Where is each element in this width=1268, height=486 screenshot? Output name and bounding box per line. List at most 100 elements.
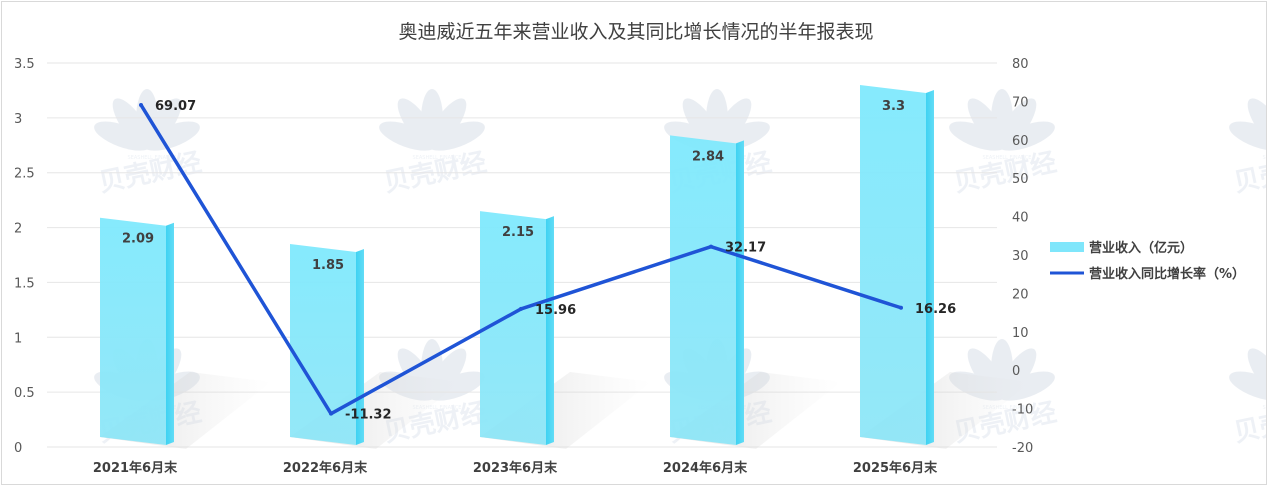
growth-value-label: 69.07 bbox=[155, 99, 196, 114]
growth-point bbox=[709, 244, 713, 249]
revenue-bars bbox=[100, 84, 934, 445]
revenue-bar bbox=[100, 217, 174, 445]
x-tick-label: 2022年6月末 bbox=[283, 460, 368, 476]
watermark-shell-icon bbox=[112, 98, 152, 150]
watermark-subtext: SEASHELL FINANCE bbox=[983, 405, 1032, 411]
right-tick-label: 50 bbox=[1012, 172, 1029, 187]
left-tick-label: 2 bbox=[14, 222, 22, 237]
legend: 营业收入（亿元） 营业收入同比增长率（%） bbox=[1050, 240, 1245, 282]
right-tick-label: 70 bbox=[1012, 95, 1029, 110]
left-tick-label: 0 bbox=[14, 441, 22, 456]
watermark-shell-icon bbox=[997, 121, 1055, 151]
revenue-value-label: 3.3 bbox=[882, 99, 905, 114]
revenue-value-label: 2.09 bbox=[122, 232, 154, 247]
legend-label-growth: 营业收入同比增长率（%） bbox=[1089, 266, 1245, 282]
left-tick-label: 2.5 bbox=[14, 167, 35, 182]
revenue-bar-side bbox=[736, 140, 744, 445]
revenue-labels: 2.09 1.85 2.15 2.84 3.3 bbox=[122, 99, 905, 273]
revenue-bar-side bbox=[546, 216, 554, 445]
watermark-subtext: SEASHELL FINANCE bbox=[983, 155, 1032, 161]
watermark-shell-icon bbox=[427, 121, 485, 151]
right-tick-label: 80 bbox=[1012, 57, 1029, 72]
legend-item-growth: 营业收入同比增长率（%） bbox=[1050, 266, 1245, 282]
watermark-text: 贝壳财经 bbox=[1231, 397, 1266, 449]
watermark-shell-icon bbox=[682, 98, 722, 150]
watermark-subtext: SEASHELL FINANCE bbox=[128, 155, 177, 161]
revenue-bar bbox=[480, 211, 554, 445]
right-tick-label: 0 bbox=[1012, 364, 1020, 379]
revenue-value-label: 2.15 bbox=[502, 225, 534, 240]
x-tick-label: 2025年6月末 bbox=[853, 460, 938, 476]
legend-item-revenue: 营业收入（亿元） bbox=[1050, 240, 1193, 256]
right-y-axis: -20 -10 0 10 20 30 40 50 60 70 80 bbox=[1012, 57, 1033, 456]
right-tick-label: 20 bbox=[1012, 287, 1029, 302]
growth-value-label: 15.96 bbox=[535, 303, 576, 318]
watermark-subtext: SEASHELL FINANCE bbox=[1263, 155, 1266, 161]
right-tick-label: 60 bbox=[1012, 134, 1029, 149]
left-tick-label: 0.5 bbox=[14, 386, 35, 401]
revenue-bar-side bbox=[926, 89, 934, 445]
right-tick-label: 10 bbox=[1012, 326, 1029, 341]
right-tick-label: 30 bbox=[1012, 249, 1029, 264]
x-tick-label: 2023年6月末 bbox=[473, 460, 558, 476]
growth-point bbox=[329, 411, 333, 416]
revenue-bar-front bbox=[290, 244, 356, 445]
legend-label-revenue: 营业收入（亿元） bbox=[1089, 240, 1193, 256]
right-tick-label: 40 bbox=[1012, 211, 1029, 226]
right-tick-label: -20 bbox=[1012, 441, 1033, 456]
watermark-shell-icon bbox=[949, 121, 1007, 151]
growth-value-label: -11.32 bbox=[345, 408, 392, 423]
watermark-text: 贝壳财经 bbox=[1231, 147, 1266, 199]
watermark-shell-icon bbox=[379, 121, 437, 151]
revenue-bar-front bbox=[100, 217, 166, 445]
growth-value-label: 32.17 bbox=[725, 241, 766, 256]
watermark-shell-icon bbox=[712, 98, 752, 150]
x-axis: 2021年6月末 2022年6月末 2023年6月末 2024年6月末 2025年6月末 bbox=[93, 460, 938, 476]
revenue-bar-front bbox=[670, 135, 736, 445]
growth-point bbox=[519, 306, 523, 311]
right-tick-label: -10 bbox=[1012, 403, 1033, 418]
left-tick-label: 3 bbox=[14, 112, 22, 127]
watermark-shell-icon bbox=[967, 98, 1007, 150]
watermark-shell-icon bbox=[991, 89, 1013, 149]
watermark-shell-icon bbox=[997, 98, 1037, 150]
revenue-bar-front bbox=[480, 211, 546, 445]
legend-swatch-revenue bbox=[1050, 242, 1084, 252]
watermark-subtext: SEASHELL FINANCE bbox=[1263, 405, 1266, 411]
watermark-shell-icon bbox=[427, 98, 467, 150]
watermark-shell-icon bbox=[1229, 121, 1266, 151]
watermark-shell-icon bbox=[1247, 348, 1266, 400]
watermark-shell-icon bbox=[142, 121, 200, 151]
left-tick-label: 1.5 bbox=[14, 276, 35, 291]
watermark-shell-icon bbox=[142, 98, 182, 150]
watermark-shell-icon bbox=[706, 89, 728, 149]
watermark-subtext: SEASHELL FINANCE bbox=[413, 155, 462, 161]
watermark-shell-icon bbox=[397, 98, 437, 150]
revenue-value-label: 2.84 bbox=[692, 149, 724, 164]
growth-line-layer bbox=[139, 102, 903, 416]
revenue-value-label: 1.85 bbox=[312, 258, 344, 273]
revenue-bar-front bbox=[860, 84, 926, 445]
x-tick-label: 2021年6月末 bbox=[93, 460, 178, 476]
growth-labels: 69.07 -11.32 15.96 32.17 16.26 bbox=[155, 99, 956, 423]
growth-point bbox=[899, 305, 903, 310]
watermark-subtext: SEASHELL FINANCE bbox=[413, 405, 462, 411]
revenue-bar bbox=[860, 84, 934, 445]
growth-value-label: 16.26 bbox=[915, 302, 956, 317]
watermark-shell-icon bbox=[1247, 98, 1266, 150]
x-tick-label: 2024年6月末 bbox=[663, 460, 748, 476]
watermark-shell-icon bbox=[421, 89, 443, 149]
watermark-shell-icon bbox=[94, 121, 152, 151]
growth-point bbox=[139, 102, 143, 107]
left-tick-label: 1 bbox=[14, 331, 22, 346]
revenue-bar bbox=[670, 135, 744, 445]
left-tick-label: 3.5 bbox=[14, 57, 35, 72]
revenue-bar-side bbox=[166, 222, 174, 445]
chart-title: 奥迪威近五年来营业收入及其同比增长情况的半年报表现 bbox=[398, 21, 873, 43]
